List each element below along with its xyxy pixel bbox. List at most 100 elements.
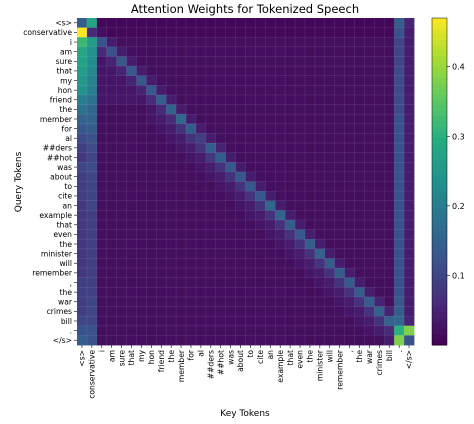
heatmap-cell [146,152,157,163]
heatmap-cell [77,27,88,38]
heatmap-cell [195,248,207,259]
heatmap-cell [86,171,98,182]
heatmap-cell [195,114,207,125]
heatmap-cell [126,104,137,115]
heatmap-cell [106,306,118,317]
y-tick-label: member [40,115,73,124]
heatmap-cell [275,316,286,327]
colorbar-segment [432,312,447,319]
heatmap-cell [354,123,365,134]
colorbar-segment [432,323,447,330]
heatmap-cell [404,133,415,144]
heatmap-cell [116,75,127,86]
heatmap-cell [186,171,197,182]
heatmap-cell [77,66,88,77]
heatmap-cell [96,143,108,154]
heatmap-cell [156,27,167,38]
heatmap-cell [77,296,88,307]
heatmap-cell [146,18,157,29]
heatmap-cell [304,75,316,86]
heatmap-cell [324,85,336,96]
heatmap-cell [245,316,256,327]
heatmap-cell [364,162,375,173]
colorbar-segment [432,236,447,242]
heatmap-cell [245,27,256,38]
heatmap-cell [86,27,98,38]
heatmap-cell [354,181,365,192]
heatmap-cell [304,325,316,336]
heatmap-cell [245,152,256,163]
y-tick-label: . [70,326,72,335]
y-tick-labels: <s>conservativeiamsurethatmyhonfriendthe… [23,19,77,345]
heatmap-cell [404,66,415,77]
heatmap-cell [96,18,108,29]
heatmap-cell [235,66,246,77]
heatmap-cell [116,191,127,202]
heatmap-cell [364,287,375,298]
heatmap-cell [126,277,137,288]
y-tick-label: , [70,278,72,287]
heatmap-cell [176,46,187,57]
heatmap-cell [225,248,236,259]
heatmap-cell [304,181,316,192]
heatmap-cell [195,133,207,144]
x-tick-label: that [286,350,295,365]
heatmap-cell [354,200,365,211]
heatmap-cell [96,56,108,67]
heatmap-cell [136,335,147,346]
heatmap-cell [77,306,88,317]
colorbar-segment [432,219,447,226]
heatmap-cell [374,239,385,250]
heatmap-cell [255,287,266,298]
heatmap-cell [126,316,137,327]
heatmap-cell [136,75,147,86]
heatmap-cell [324,306,336,317]
heatmap-cell [106,94,118,105]
heatmap-cell [285,114,296,125]
heatmap-cell [255,133,266,144]
heatmap-cell [255,277,266,288]
heatmap-cell [146,181,157,192]
y-tick-label: ##ders [43,144,72,153]
heatmap-cell [96,133,108,144]
heatmap-cell [394,75,405,86]
heatmap-cell [166,258,177,269]
heatmap-cell [86,104,98,115]
heatmap-cell [285,316,296,327]
heatmap-cell [384,219,395,230]
heatmap-cell [334,200,346,211]
heatmap-cell [354,191,365,202]
heatmap-cell [166,85,177,96]
heatmap-cell [295,296,306,307]
heatmap-cell [285,248,296,259]
heatmap-cell [314,123,326,134]
heatmap-cell [235,27,246,38]
heatmap-cell [205,325,217,336]
heatmap-cell [394,133,405,144]
heatmap-cell [96,75,108,86]
heatmap-cell [364,85,375,96]
colorbar-segment [432,159,447,166]
heatmap-cell [166,325,177,336]
heatmap-cell [106,200,118,211]
heatmap-cell [374,316,385,327]
heatmap-cell [344,133,355,144]
y-tick-label: bill [61,317,72,326]
heatmap-cell [275,248,286,259]
heatmap-cell [86,316,98,327]
heatmap-cell [126,123,137,134]
heatmap-cell [344,296,355,307]
heatmap-cell [304,46,316,57]
heatmap-cell [354,162,365,173]
heatmap-cell [285,229,296,240]
heatmap-cell [304,268,316,279]
heatmap-cell [265,123,276,134]
heatmap-cell [265,296,276,307]
heatmap-cell [245,37,256,48]
heatmap-cell [364,200,375,211]
heatmap-cell [245,191,256,202]
heatmap-cell [384,200,395,211]
chart-title: Attention Weights for Tokenized Speech [131,2,359,16]
heatmap-cell [295,143,306,154]
x-tick-labels: <s> conservative i am sure that my hon friend the… [78,345,414,399]
